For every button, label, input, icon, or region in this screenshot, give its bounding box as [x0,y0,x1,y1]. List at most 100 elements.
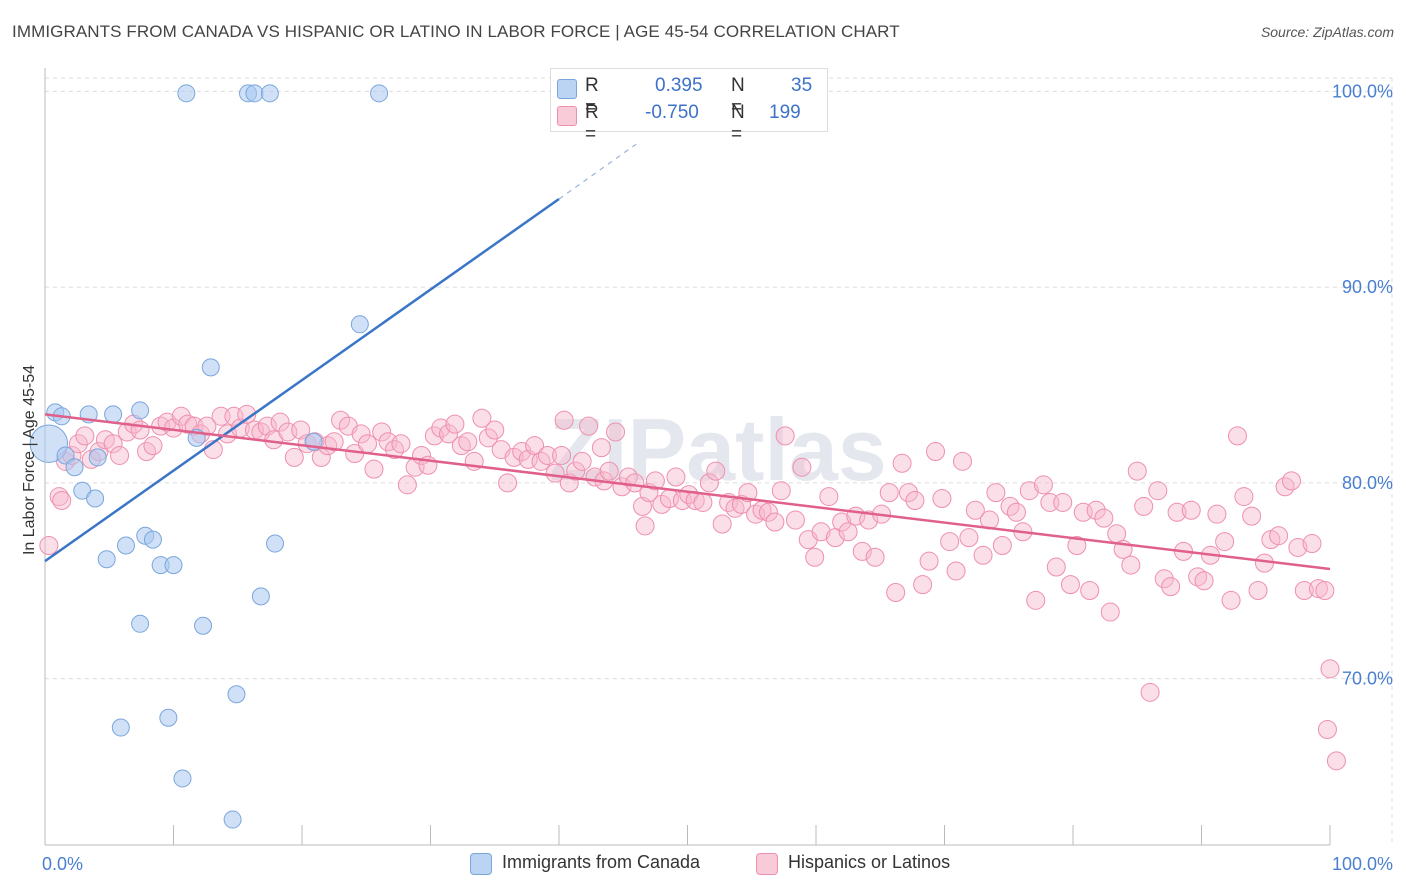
hispanic-point [1086,500,1106,520]
hispanic-point [445,414,465,434]
hispanic-point [859,510,879,530]
legend-r-label: R = [585,102,599,145]
hispanic-point [635,516,655,536]
legend-n-label: N = [731,75,745,118]
hispanic-point [472,408,492,428]
canada-point [201,358,220,377]
hispanic-point [552,445,572,465]
hispanic-point [913,575,933,595]
source-label: Source: ZipAtlas.com [1260,24,1394,40]
canada-point [173,769,192,788]
legend-swatch-pink [557,106,577,126]
hispanic-point [1288,537,1308,557]
hispanic-point [1094,508,1114,528]
hispanic-point [478,428,498,448]
hispanic-point [1269,526,1289,546]
canada-point [116,536,135,555]
canada-point [111,718,130,737]
hispanic-point [879,483,899,503]
hispanic-point [699,473,719,493]
series-label-canada: Immigrants from Canada [502,852,701,872]
hispanic-point [986,483,1006,503]
canada-point [88,448,107,467]
hispanic-point [805,547,825,567]
hispanic-point [197,416,217,436]
canada-point [164,556,183,575]
hispanic-point [712,514,732,534]
canada-point [245,84,264,103]
legend-n-label: N = [731,102,745,145]
hispanic-point [1121,555,1141,575]
series-label-hispanic: Hispanics or Latinos [788,852,951,872]
hispanic-point [143,436,163,456]
hispanic-point [1207,504,1227,524]
canada-point [104,405,123,424]
hispanic-point [431,418,451,438]
hispanic-point [892,453,912,473]
hispanic-point [832,512,852,532]
canada-point [370,84,389,103]
x-tick-label: 0.0% [42,854,83,874]
hispanic-point [1134,496,1154,516]
canada-point [223,810,242,829]
hispanic-point [391,434,411,454]
hispanic-point [458,432,478,452]
hispanic-point [1320,659,1340,679]
hispanic-point [932,489,952,509]
canada-point [260,84,279,103]
hispanic-point [940,532,960,552]
hispanic-point [397,475,417,495]
hispanic-point [838,522,858,542]
hispanic-point [1215,532,1235,552]
canada-point [350,315,369,334]
hispanic-point [537,445,557,465]
hispanic-point [965,500,985,520]
canada-point [131,401,150,420]
canada-point [65,458,84,477]
hispanic-point [1221,590,1241,610]
hispanic-point [324,432,344,452]
hispanic-point [1302,534,1322,554]
y-tick-label: 100.0% [1332,81,1393,101]
legend-n-value: 35 [791,75,813,96]
hispanic-point [331,410,351,430]
hispanic-point [512,442,532,462]
hispanic-point [1019,481,1039,501]
hispanic-point [1053,492,1073,512]
hispanic-point [572,451,592,471]
hispanic-point [952,451,972,471]
hispanic-point [103,434,123,454]
hispanic-point [498,473,518,493]
hispanic-point [438,424,458,444]
hispanic-point [1127,461,1147,481]
canada-point [143,530,162,549]
hispanic-point [785,510,805,530]
canada-trend-line [44,198,560,563]
hispanic-point [68,434,88,454]
hispanic-point [1006,502,1026,522]
canada-point [251,587,270,606]
x-tick-label: 100.0% [1332,854,1393,874]
hispanic-point [1308,579,1328,599]
hispanic-point [591,438,611,458]
hispanic-point [424,426,444,446]
hispanic-point [1242,506,1262,526]
hispanic-point [130,420,150,440]
hispanic-point [758,502,778,522]
hispanic-point [75,426,95,446]
y-tick-label: 80.0% [1342,473,1393,493]
hispanic-point [992,536,1012,556]
tick-labels: 100.0% 90.0% 80.0% 70.0% 0.0% 100.0% [42,81,1393,874]
hispanic-point [39,536,59,556]
legend-swatch-blue [557,79,577,99]
hispanic-point [1281,471,1301,491]
hispanic-point [579,416,599,436]
hispanic-point [852,541,872,561]
hispanic-point [926,442,946,462]
legend-r-value: 0.395 [655,75,703,96]
hispanic-point [1046,557,1066,577]
hispanic-point [693,492,713,512]
series-legend-hispanic: Hispanics or Latinos [756,852,951,875]
y-tick-label: 70.0% [1342,669,1393,689]
